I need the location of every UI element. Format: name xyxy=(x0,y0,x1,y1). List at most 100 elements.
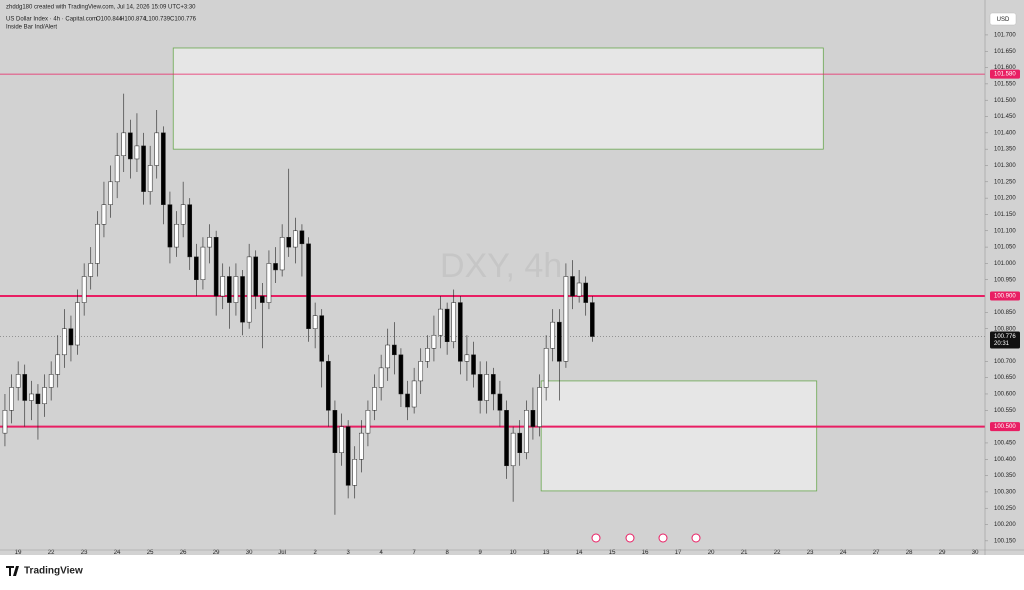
candle-body xyxy=(491,374,496,395)
x-tick-label: 30 xyxy=(972,550,979,556)
x-tick-label: 23 xyxy=(81,550,88,556)
brand-logo xyxy=(6,566,19,576)
y-tick-label: 101.650 xyxy=(994,49,1016,55)
level-badge xyxy=(990,291,1020,301)
candle-body xyxy=(385,344,391,369)
x-tick-label: 3 xyxy=(346,550,350,556)
candle-body xyxy=(227,276,232,303)
candle-body xyxy=(543,348,549,388)
candle-body xyxy=(154,132,160,166)
candle-body xyxy=(517,432,523,453)
candle-body xyxy=(35,393,41,405)
y-tick-label: 101.450 xyxy=(994,114,1016,120)
candle-body xyxy=(55,354,61,375)
candle-body xyxy=(471,354,476,375)
candle-body xyxy=(194,256,199,280)
last-price-label: 100.776 xyxy=(994,334,1016,340)
candle-body xyxy=(279,237,285,271)
x-tick-label: 29 xyxy=(213,550,220,556)
x-tick-label: 17 xyxy=(675,550,682,556)
event-icon[interactable] xyxy=(625,533,635,543)
candle-body xyxy=(246,256,252,323)
x-tick-label: 24 xyxy=(840,550,847,556)
x-tick-label: 24 xyxy=(114,550,121,556)
candle-body xyxy=(299,230,305,245)
candle-body xyxy=(365,410,371,434)
y-tick-label: 100.350 xyxy=(994,473,1016,479)
y-tick-label: 100.150 xyxy=(994,538,1016,544)
y-tick-label: 101.300 xyxy=(994,163,1016,169)
countdown: 20:31 xyxy=(994,341,1010,347)
x-tick-label: 19 xyxy=(15,550,22,556)
event-icon[interactable] xyxy=(658,533,668,543)
candle-body xyxy=(15,374,21,388)
y-tick-label: 101.150 xyxy=(994,212,1016,218)
candle-body xyxy=(81,276,87,303)
candle-body xyxy=(319,315,325,362)
candle-body xyxy=(590,302,595,337)
candle-body xyxy=(48,374,54,388)
candle-body xyxy=(161,132,166,205)
x-tick-label: 16 xyxy=(642,550,649,556)
y-tick-label: 101.550 xyxy=(994,81,1016,87)
candle-body xyxy=(431,334,437,349)
level-label: 100.900 xyxy=(994,294,1016,300)
candle-body xyxy=(326,361,331,411)
currency-button[interactable] xyxy=(989,12,1017,26)
x-tick-label: Jul xyxy=(278,550,286,556)
candle-body xyxy=(114,155,120,183)
x-tick-label: 8 xyxy=(445,550,449,556)
ohlc-low: L100.739 xyxy=(145,17,171,23)
candle-body xyxy=(530,410,536,427)
x-tick-label: 15 xyxy=(609,550,616,556)
brand: TradingView xyxy=(24,566,83,577)
y-tick-label: 100.250 xyxy=(994,506,1016,512)
candle-body xyxy=(286,237,292,248)
candle-body xyxy=(68,328,74,346)
y-tick-label: 100.550 xyxy=(994,408,1016,414)
candle-body xyxy=(583,282,589,303)
candle-body xyxy=(339,426,344,453)
y-tick-label: 101.700 xyxy=(994,33,1016,39)
candle-body xyxy=(121,132,127,156)
candle-body xyxy=(458,302,463,362)
candle-body xyxy=(576,282,582,297)
candle-body xyxy=(418,361,424,382)
currency[interactable]: USD xyxy=(997,17,1010,23)
y-tick-label: 101.100 xyxy=(994,228,1016,234)
zone xyxy=(172,47,824,150)
x-tick-label: 26 xyxy=(180,550,187,556)
y-tick-label: 101.250 xyxy=(994,179,1016,185)
candle-body xyxy=(128,132,133,160)
candle-body xyxy=(510,432,516,467)
candle-body xyxy=(207,237,212,248)
event-icon[interactable] xyxy=(691,533,701,543)
y-tick-label: 101.400 xyxy=(994,130,1016,136)
credit: zhddg180 created with TradingView.com, J… xyxy=(6,5,196,11)
candle-body xyxy=(537,387,542,427)
event-icon[interactable] xyxy=(591,533,601,543)
candle-body xyxy=(306,243,311,329)
x-tick-label: 13 xyxy=(543,550,550,556)
x-tick-label: 21 xyxy=(741,550,748,556)
candle-body xyxy=(108,181,113,205)
candle-body xyxy=(550,321,556,349)
candle-body xyxy=(266,263,272,303)
y-tick-label: 101.600 xyxy=(994,65,1016,71)
y-tick-label: 101.200 xyxy=(994,196,1016,202)
candle-body xyxy=(352,459,358,486)
y-tick-label: 100.650 xyxy=(994,375,1016,381)
y-tick-label: 100.300 xyxy=(994,489,1016,495)
candle-body xyxy=(180,204,186,225)
candle-body xyxy=(372,387,377,411)
x-tick-label: 25 xyxy=(147,550,154,556)
candle-body xyxy=(141,145,146,192)
candle-body xyxy=(444,308,450,343)
candle-body xyxy=(9,387,14,411)
last-price-badge xyxy=(990,331,1020,349)
y-tick-label: 101.050 xyxy=(994,245,1016,251)
candle-body xyxy=(332,410,338,453)
candle-body xyxy=(405,393,410,408)
